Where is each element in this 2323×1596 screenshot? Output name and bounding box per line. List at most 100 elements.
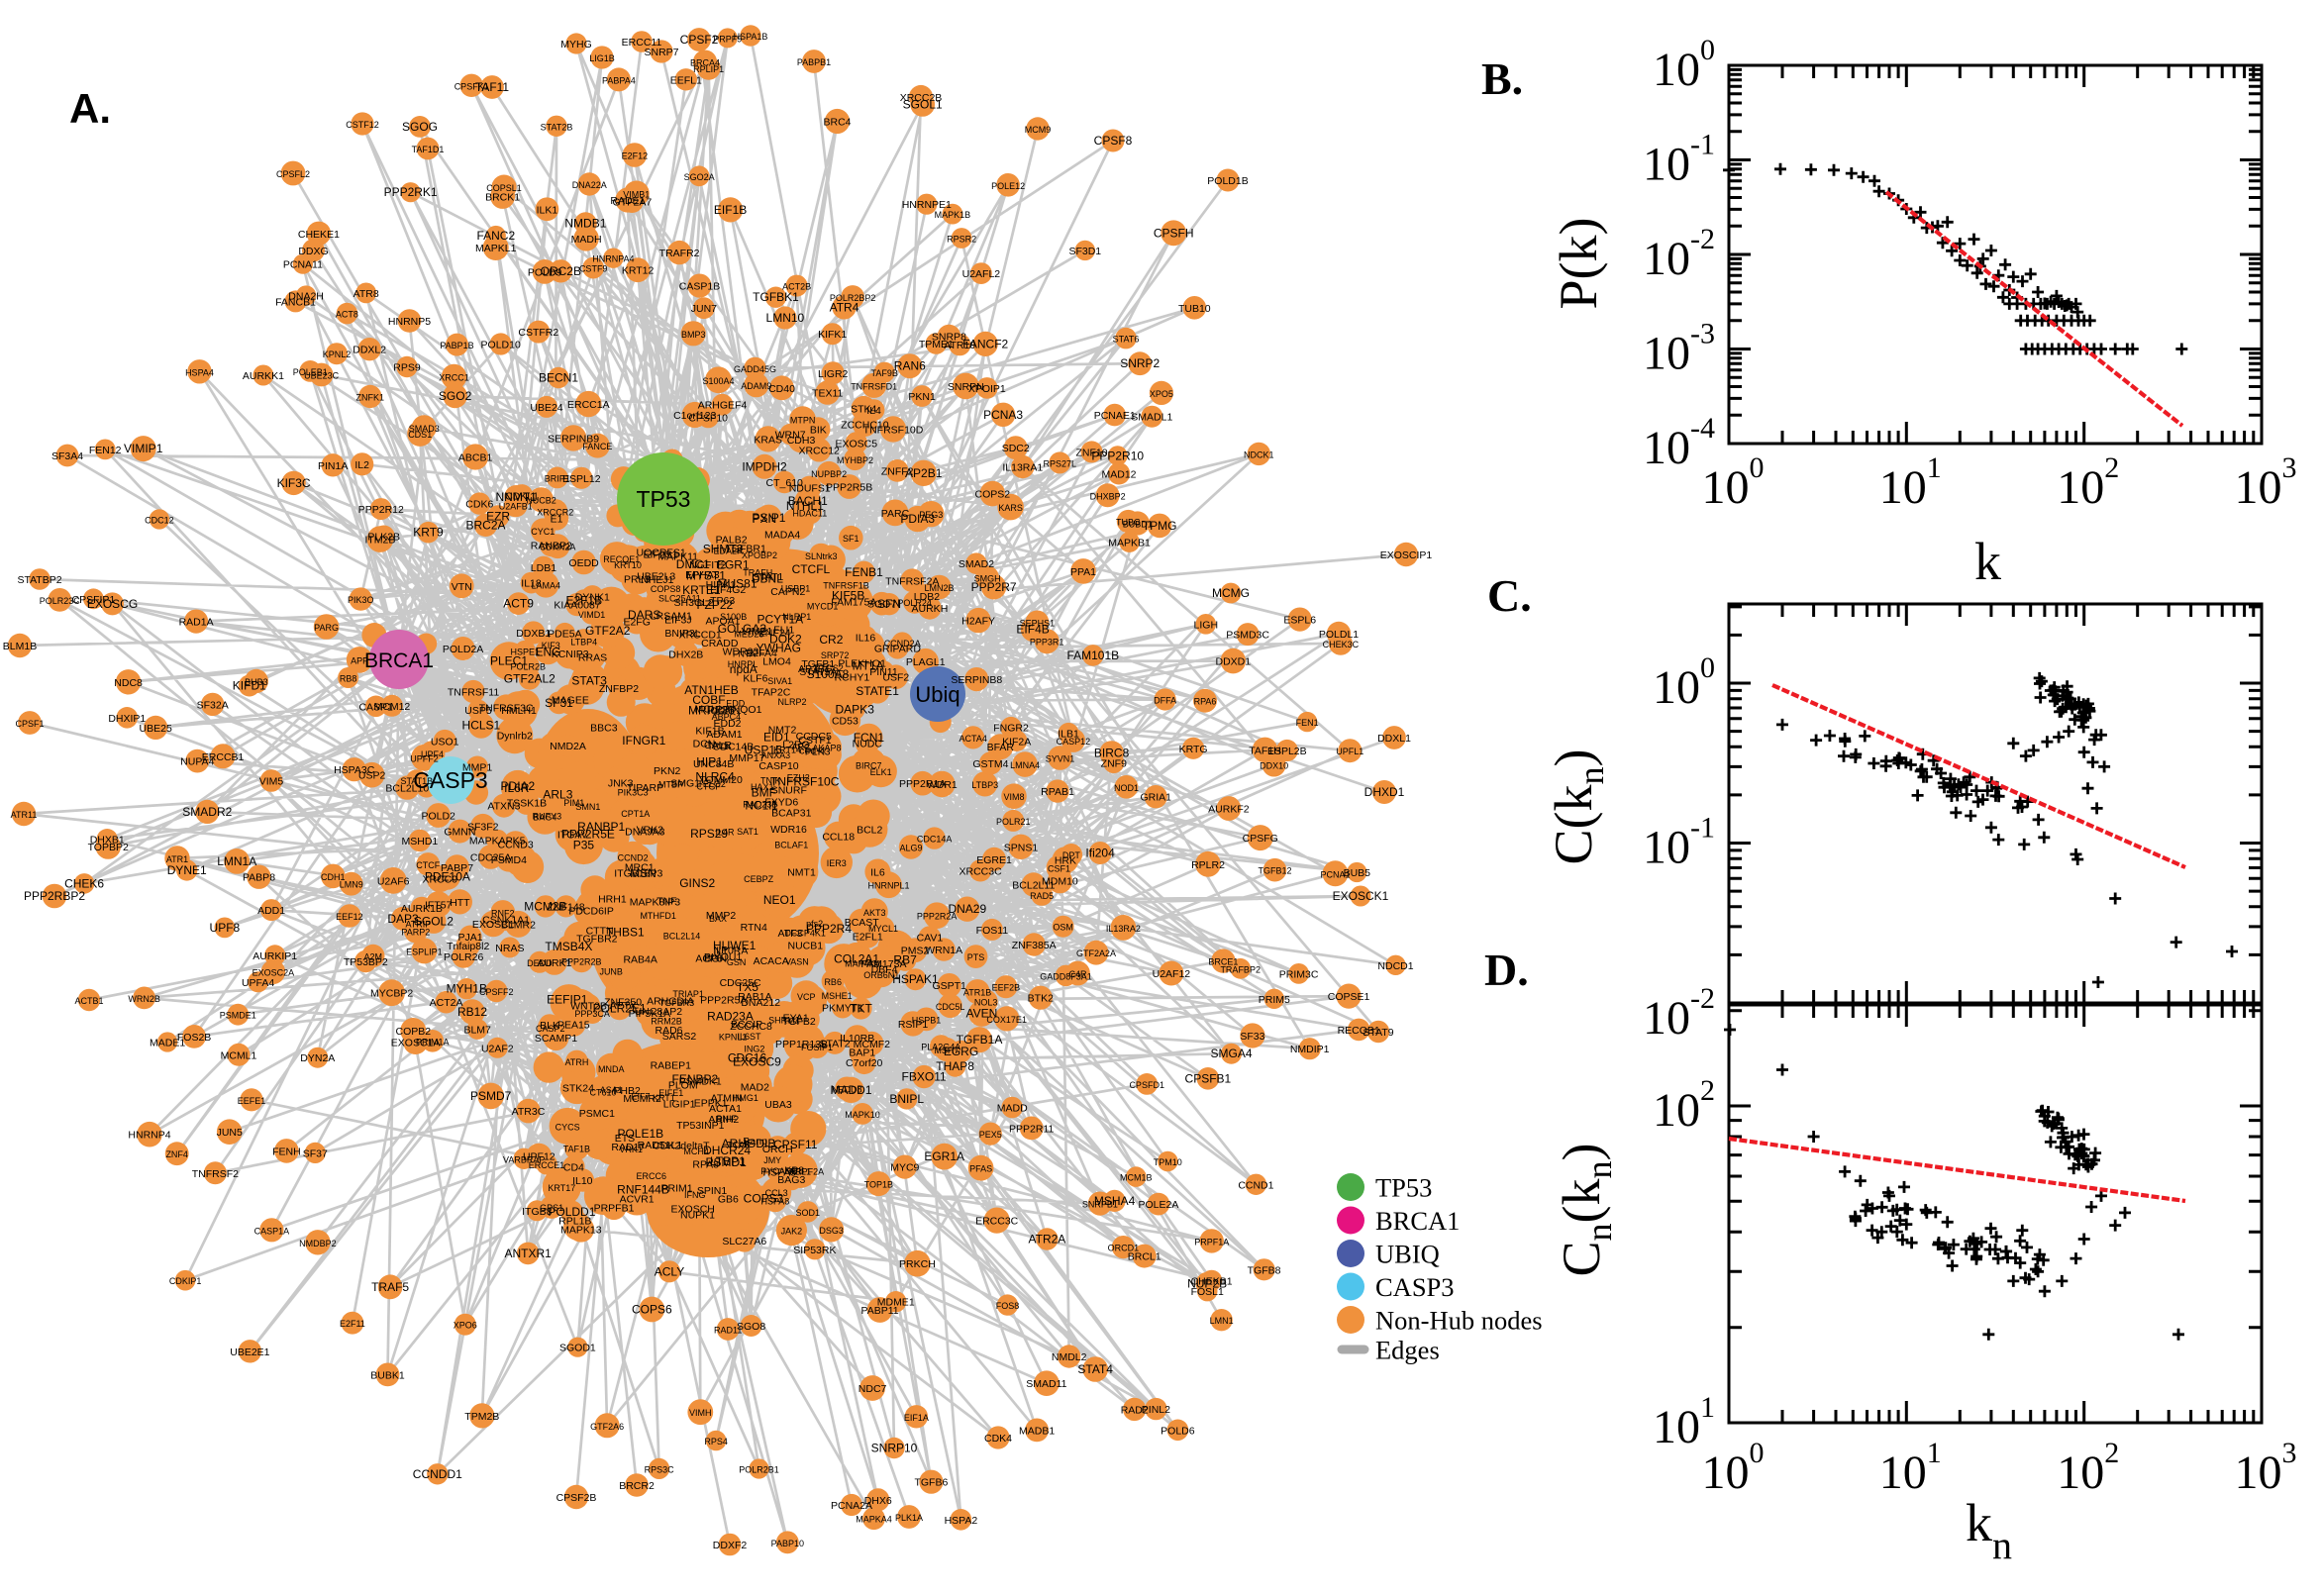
svg-text:MCM1B: MCM1B: [1120, 1173, 1153, 1183]
svg-text:STAT2B: STAT2B: [541, 122, 573, 132]
svg-text:LTBP4: LTBP4: [570, 637, 597, 647]
svg-text:PLOM: PLOM: [668, 1080, 698, 1092]
svg-text:STAT6: STAT6: [1113, 335, 1140, 345]
svg-text:DNAJA3: DNAJA3: [625, 826, 664, 838]
svg-text:CSF1: CSF1: [1048, 863, 1070, 873]
svg-text:RPS9: RPS9: [393, 362, 421, 374]
svg-text:TEX11: TEX11: [812, 388, 843, 400]
svg-text:POLD6: POLD6: [1161, 1425, 1195, 1437]
svg-text:SGOL2: SGOL2: [414, 914, 454, 928]
svg-text:UPFF2: UPFF2: [410, 753, 439, 763]
svg-text:OSM: OSM: [1053, 923, 1073, 933]
svg-text:UBE2E1: UBE2E1: [230, 1347, 269, 1358]
svg-text:RPS29: RPS29: [690, 827, 728, 841]
svg-text:SNRP2: SNRP2: [1120, 356, 1160, 370]
svg-text:ITGB18P3: ITGB18P3: [614, 868, 662, 880]
svg-text:TKT: TKT: [850, 1002, 872, 1016]
svg-text:GMNN: GMNN: [444, 827, 475, 839]
svg-text:EGR1: EGR1: [717, 557, 750, 571]
svg-text:PPP1R13B: PPP1R13B: [775, 1039, 828, 1050]
svg-text:ATR11: ATR11: [11, 810, 38, 820]
svg-text:SF1: SF1: [843, 534, 859, 544]
svg-text:SFN: SFN: [877, 597, 901, 611]
svg-text:CASP3: CASP3: [413, 767, 487, 793]
svg-text:PLK2B: PLK2B: [367, 532, 400, 544]
svg-text:DNA22A: DNA22A: [572, 180, 607, 190]
svg-text:MYH1B: MYH1B: [447, 982, 487, 996]
svg-text:EDD2: EDD2: [713, 718, 741, 730]
svg-text:ERCC6: ERCC6: [637, 1171, 667, 1181]
svg-text:IFNGR1: IFNGR1: [622, 734, 665, 748]
svg-text:DYNE1: DYNE1: [167, 863, 207, 877]
svg-text:VRK1: VRK1: [619, 1145, 643, 1154]
svg-text:NMD2A: NMD2A: [550, 741, 586, 752]
svg-text:HTT: HTT: [450, 897, 470, 909]
svg-text:HRK: HRK: [1055, 855, 1076, 867]
svg-text:FOS11: FOS11: [976, 925, 1009, 937]
svg-text:CSTFR2: CSTFR2: [518, 327, 558, 339]
svg-text:LMN1: LMN1: [1210, 1316, 1234, 1326]
svg-text:DHXIP1: DHXIP1: [108, 713, 146, 725]
svg-text:OEDD: OEDD: [568, 557, 599, 569]
svg-text:PLK3: PLK3: [805, 747, 831, 758]
svg-text:KIF1B: KIF1B: [695, 725, 724, 737]
svg-text:MSHA4: MSHA4: [1094, 1194, 1136, 1208]
svg-text:CDH3: CDH3: [787, 435, 816, 447]
svg-text:NUCB1: NUCB1: [788, 941, 824, 952]
svg-text:P35: P35: [573, 839, 595, 852]
svg-text:MYCD1: MYCD1: [807, 602, 839, 612]
svg-text:NUPBP2: NUPBP2: [811, 469, 847, 479]
svg-text:PCNAE1: PCNAE1: [1094, 410, 1136, 422]
svg-text:TAF11: TAF11: [475, 80, 510, 94]
svg-text:FOSIP1: FOSIP1: [801, 1043, 833, 1052]
svg-text:PKN1: PKN1: [908, 391, 936, 403]
svg-text:RAN6: RAN6: [894, 359, 926, 373]
svg-text:CASP3: CASP3: [1375, 1272, 1455, 1302]
svg-text:PPP2R7: PPP2R7: [971, 580, 1017, 594]
svg-text:CPSFL2: CPSFL2: [276, 169, 310, 179]
svg-text:RAD11: RAD11: [714, 1326, 742, 1336]
svg-text:PCNA11: PCNA11: [283, 259, 323, 271]
svg-text:ARIH2: ARIH2: [708, 1114, 739, 1126]
svg-text:NDC7: NDC7: [858, 1383, 887, 1395]
svg-text:ZNF4: ZNF4: [165, 1149, 188, 1159]
svg-text:MADA4: MADA4: [764, 529, 800, 541]
svg-text:COPB2: COPB2: [395, 1026, 431, 1038]
svg-text:PLAGL1: PLAGL1: [906, 656, 946, 668]
svg-text:E2F11: E2F11: [340, 1319, 365, 1329]
svg-text:FANCB1: FANCB1: [275, 296, 316, 308]
svg-text:RAD23A: RAD23A: [707, 1009, 754, 1023]
svg-text:NNMT1: NNMT1: [496, 490, 538, 504]
svg-text:DHXB1: DHXB1: [90, 835, 125, 847]
svg-text:CD4: CD4: [563, 1161, 584, 1173]
svg-text:ATR2A: ATR2A: [1029, 1233, 1066, 1247]
svg-text:LMN9: LMN9: [340, 880, 363, 890]
svg-text:C7orf20: C7orf20: [846, 1057, 883, 1069]
svg-text:DHXD1: DHXD1: [1364, 785, 1405, 799]
svg-text:EXOSCIP1: EXOSCIP1: [1380, 549, 1433, 561]
svg-text:DPT: DPT: [1062, 850, 1081, 860]
svg-text:NTHL1: NTHL1: [786, 499, 824, 513]
svg-text:HMG1: HMG1: [733, 1093, 758, 1103]
svg-text:TGFB8: TGFB8: [1248, 1264, 1281, 1276]
svg-text:SF32A: SF32A: [197, 699, 229, 711]
svg-text:GTF2A6: GTF2A6: [590, 1422, 624, 1432]
svg-text:PDE10A: PDE10A: [425, 870, 470, 884]
svg-text:LAMA4: LAMA4: [532, 581, 561, 591]
svg-text:POLR21: POLR21: [996, 817, 1031, 827]
svg-text:CPSF11: CPSF11: [773, 1138, 818, 1151]
svg-text:MMP2: MMP2: [706, 910, 736, 922]
svg-text:MADB1: MADB1: [1019, 1425, 1055, 1437]
svg-text:MAPKAPK5: MAPKAPK5: [469, 836, 526, 848]
svg-text:SF3F2: SF3F2: [467, 821, 499, 833]
svg-text:TPMG: TPMG: [1143, 519, 1177, 533]
svg-text:UBE2L3: UBE2L3: [637, 571, 675, 583]
svg-text:POLR23C: POLR23C: [40, 596, 81, 606]
svg-text:EXOSCH: EXOSCH: [671, 1204, 715, 1216]
svg-text:CT610: CT610: [589, 1087, 616, 1097]
svg-text:SMAD3: SMAD3: [409, 424, 440, 434]
svg-text:MTHFD1: MTHFD1: [640, 911, 676, 921]
svg-text:RRM2B: RRM2B: [651, 1016, 682, 1026]
svg-text:VRK2: VRK2: [637, 825, 664, 837]
svg-text:CPSF8: CPSF8: [1094, 134, 1133, 148]
